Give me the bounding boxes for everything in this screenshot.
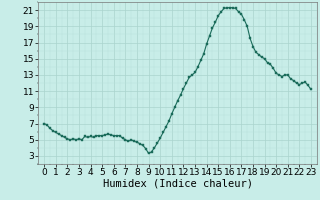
X-axis label: Humidex (Indice chaleur): Humidex (Indice chaleur) (103, 179, 252, 189)
